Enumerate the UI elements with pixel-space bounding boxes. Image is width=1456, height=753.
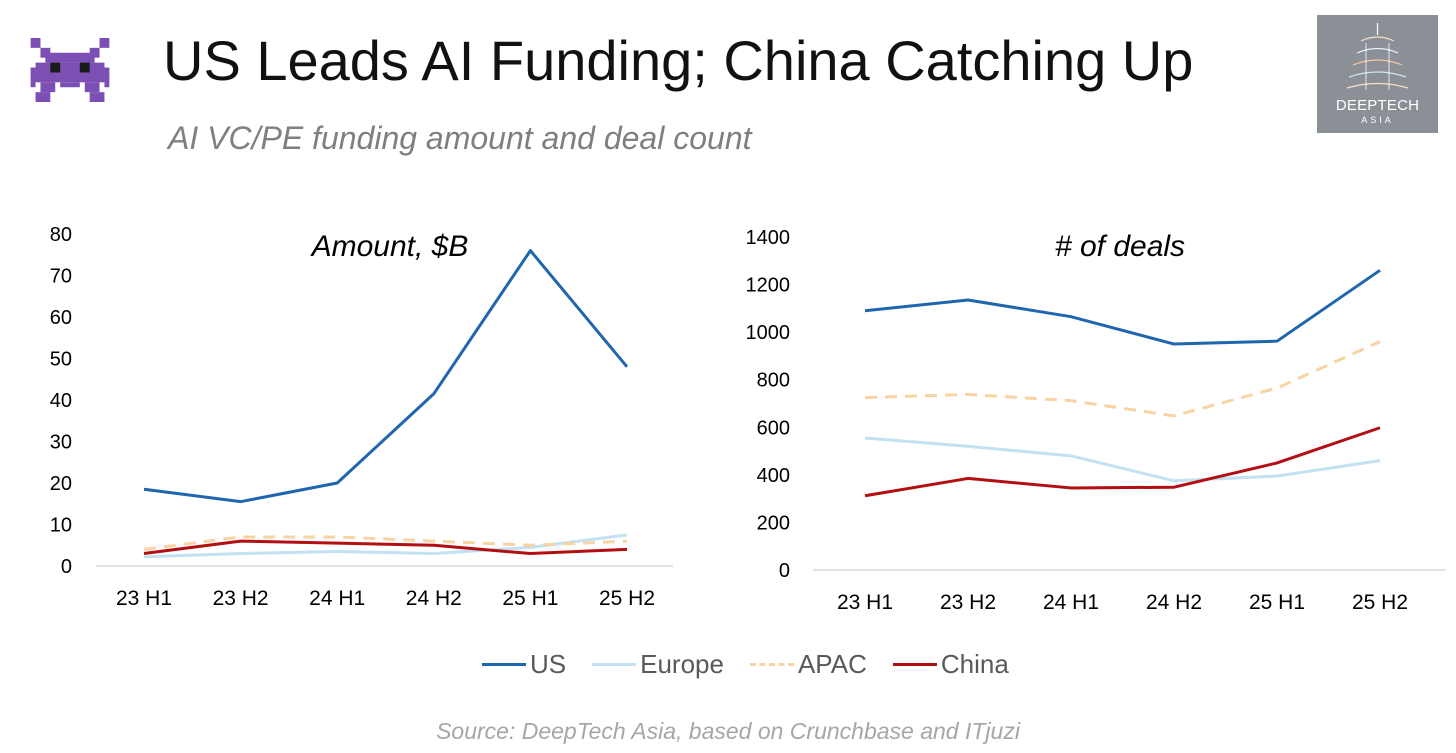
y-tick-label: 1400 — [746, 227, 791, 249]
series-line-apac — [143, 535, 628, 551]
x-tick-label: 24 H2 — [1146, 591, 1202, 614]
x-tick-label: 24 H2 — [406, 587, 462, 610]
y-tick-label: 1000 — [746, 322, 791, 344]
legend-label: China — [940, 648, 1009, 679]
chart-title: Amount, $B — [310, 230, 469, 263]
y-tick-label: 200 — [757, 512, 790, 534]
logo-wordmark: DEEPTECH — [1335, 97, 1420, 114]
page-subtitle: AI VC/PE funding amount and deal count — [168, 120, 752, 156]
chart-title: # of deals — [1055, 230, 1185, 263]
y-tick-label: 20 — [50, 473, 72, 495]
series-line-apac — [864, 340, 1381, 418]
logo-subtext: ASIA — [1361, 115, 1394, 125]
legend-swatch-china — [892, 662, 937, 666]
source-note: Source: DeepTech Asia, based on Crunchba… — [436, 718, 1020, 744]
alien-monster-icon — [30, 38, 110, 102]
x-tick-label: 25 H2 — [599, 587, 655, 610]
legend-item-china: China — [892, 648, 1009, 680]
y-tick-label: 50 — [50, 349, 72, 371]
y-tick-label: 0 — [61, 556, 72, 578]
y-tick-label: 600 — [757, 417, 790, 439]
y-tick-label: 70 — [50, 266, 72, 288]
pagoda-icon — [1346, 23, 1409, 90]
legend-label: APAC — [797, 648, 867, 679]
x-tick-label: 24 H1 — [309, 587, 365, 610]
y-tick-label: 80 — [50, 224, 72, 246]
legend-swatch-apac — [749, 662, 794, 666]
y-tick-label: 1200 — [746, 275, 791, 297]
legend-item-apac: APAC — [749, 648, 867, 680]
x-tick-label: 23 H1 — [116, 587, 172, 610]
chart-legend: US Europe APAC China — [482, 648, 1035, 680]
series-line-europe — [864, 436, 1381, 483]
y-tick-label: 40 — [50, 390, 72, 412]
x-tick-label: 23 H2 — [940, 591, 996, 614]
series-line-china — [864, 426, 1381, 498]
series-line-us — [143, 249, 629, 504]
y-tick-label: 800 — [757, 370, 790, 392]
x-tick-label: 25 H2 — [1352, 591, 1408, 614]
legend-label: US — [530, 648, 567, 679]
y-tick-label: 60 — [50, 307, 72, 329]
series-line-us — [864, 269, 1381, 346]
legend-swatch-europe — [592, 662, 637, 666]
y-tick-label: 400 — [757, 465, 790, 487]
legend-item-us: US — [482, 649, 566, 680]
page-title: US Leads AI Funding; China Catching Up — [163, 29, 1194, 92]
x-tick-label: 25 H1 — [1249, 591, 1305, 614]
x-tick-label: 24 H1 — [1043, 591, 1099, 614]
y-tick-label: 0 — [779, 560, 790, 582]
series-line-china — [143, 539, 628, 556]
deeptech-asia-logo: DEEPTECH ASIA — [1317, 15, 1438, 133]
legend-swatch-us — [482, 662, 526, 666]
y-tick-label: 30 — [50, 432, 72, 454]
x-tick-label: 23 H2 — [213, 587, 269, 610]
x-tick-label: 23 H1 — [837, 591, 893, 614]
legend-label: Europe — [640, 648, 724, 679]
legend-item-europe: Europe — [592, 649, 724, 680]
x-tick-label: 25 H1 — [502, 587, 558, 610]
y-tick-label: 10 — [50, 515, 72, 537]
